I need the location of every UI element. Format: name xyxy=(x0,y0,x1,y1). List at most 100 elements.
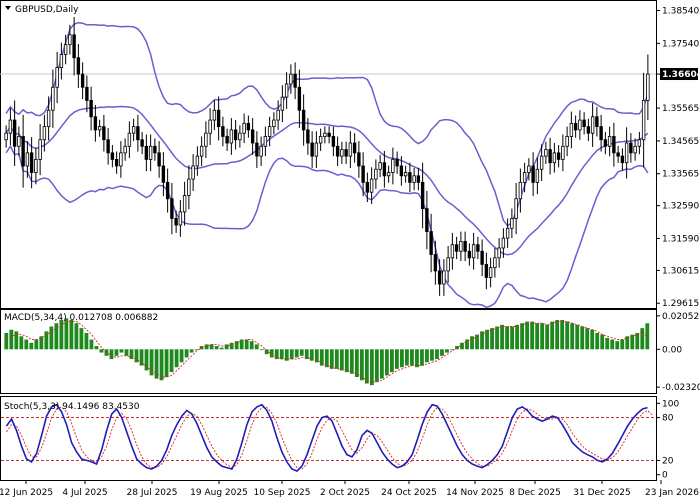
stoch-tick-label: 80 xyxy=(662,414,674,424)
candle xyxy=(573,115,578,138)
macd-histogram-bar xyxy=(159,349,164,381)
current-price-box xyxy=(660,68,698,81)
candle xyxy=(531,152,535,197)
macd-histogram-bar xyxy=(69,319,74,350)
candle xyxy=(114,151,119,174)
macd-histogram-bar xyxy=(144,349,149,371)
candle-body-up xyxy=(208,119,212,134)
candle xyxy=(484,252,489,290)
macd-histogram-bar xyxy=(134,349,139,363)
candle-body-down xyxy=(140,139,144,147)
macd-histogram-bar xyxy=(364,349,369,384)
candle-body-down xyxy=(255,142,259,157)
candle-body-up xyxy=(119,152,123,167)
candle xyxy=(416,167,421,191)
candle xyxy=(518,168,523,213)
price-tick-label: 1.34565 xyxy=(662,137,699,147)
macd-tick-label: 0.020527 xyxy=(662,312,700,322)
candle-body-down xyxy=(454,244,459,252)
candle xyxy=(459,231,463,262)
candle xyxy=(420,162,425,229)
candle-body-down xyxy=(80,73,85,88)
candle-body-down xyxy=(425,208,429,232)
macd-histogram-bar xyxy=(620,339,625,350)
candle-body-down xyxy=(293,73,297,88)
bollinger-middle-line xyxy=(5,105,649,256)
candle xyxy=(187,165,191,210)
candle-body-up xyxy=(442,270,446,285)
candle xyxy=(170,183,174,235)
candle-body-down xyxy=(361,165,365,183)
macd-histogram-bar xyxy=(264,349,269,355)
candle-body-down xyxy=(548,149,552,164)
candle xyxy=(38,124,42,176)
candle xyxy=(280,85,285,123)
macd-histogram-bar xyxy=(259,349,264,351)
candle xyxy=(153,138,157,161)
candle xyxy=(348,131,353,168)
candle xyxy=(93,104,98,142)
candle-body-up xyxy=(561,145,565,160)
candle xyxy=(259,136,263,166)
candle-body-up xyxy=(578,119,582,131)
candle-body-down xyxy=(216,109,221,128)
macd-histogram-bar xyxy=(349,349,354,374)
candle-body-down xyxy=(21,136,25,167)
macd-histogram-bar xyxy=(39,336,44,350)
candle-body-up xyxy=(552,152,557,164)
candle xyxy=(165,168,170,213)
date-tick-label: 14 Nov 2025 xyxy=(446,488,504,498)
price-panel-frame xyxy=(0,0,657,309)
dropdown-triangle-icon[interactable] xyxy=(5,6,11,10)
price-tick-label: 1.29615 xyxy=(662,299,699,309)
candle xyxy=(80,62,85,100)
candle xyxy=(403,165,408,183)
macd-histogram-bar xyxy=(500,324,504,350)
candle xyxy=(501,228,506,258)
date-tick-label: 12 Jun 2025 xyxy=(0,488,53,498)
candle xyxy=(565,126,569,157)
candle xyxy=(408,162,412,193)
macd-histogram-bar xyxy=(595,333,600,350)
candle-body-down xyxy=(301,109,306,131)
macd-histogram-bar xyxy=(384,349,389,376)
candle xyxy=(272,112,276,135)
macd-histogram-bar xyxy=(14,331,19,350)
candle xyxy=(637,131,642,155)
candle xyxy=(433,240,438,285)
candle-body-down xyxy=(467,250,472,259)
candle-body-down xyxy=(297,86,302,111)
candle-body-down xyxy=(352,142,357,154)
candle xyxy=(85,75,89,113)
candle xyxy=(399,156,404,186)
macd-histogram-bar xyxy=(430,349,434,361)
candle xyxy=(323,126,327,144)
macd-histogram-bar xyxy=(74,323,79,350)
macd-histogram-bar xyxy=(575,324,580,350)
symbol-label: GBPUSD,Daily xyxy=(15,5,79,15)
candle xyxy=(102,114,106,152)
macd-panel-frame xyxy=(0,309,657,394)
candle xyxy=(174,210,178,233)
macd-histogram-bar xyxy=(525,321,530,350)
candle-body-up xyxy=(195,155,200,167)
candle-body-up xyxy=(348,142,353,157)
candle xyxy=(633,138,637,161)
candle-body-down xyxy=(85,86,89,101)
macd-histogram-bar xyxy=(480,331,484,350)
candle-body-up xyxy=(229,129,234,144)
candle xyxy=(314,131,319,168)
macd-layer xyxy=(4,318,650,386)
macd-histogram-bar xyxy=(625,336,630,350)
macd-histogram-bar xyxy=(460,342,464,350)
candle xyxy=(178,200,183,237)
candle xyxy=(161,152,166,197)
candle xyxy=(603,131,608,155)
macd-histogram-bar xyxy=(334,349,339,369)
candle-body-up xyxy=(340,149,344,157)
candle-body-up xyxy=(131,126,136,134)
candle xyxy=(335,136,340,166)
candle-body-down xyxy=(170,198,174,219)
candle-body-up xyxy=(68,34,72,46)
candle-body-up xyxy=(637,139,642,147)
